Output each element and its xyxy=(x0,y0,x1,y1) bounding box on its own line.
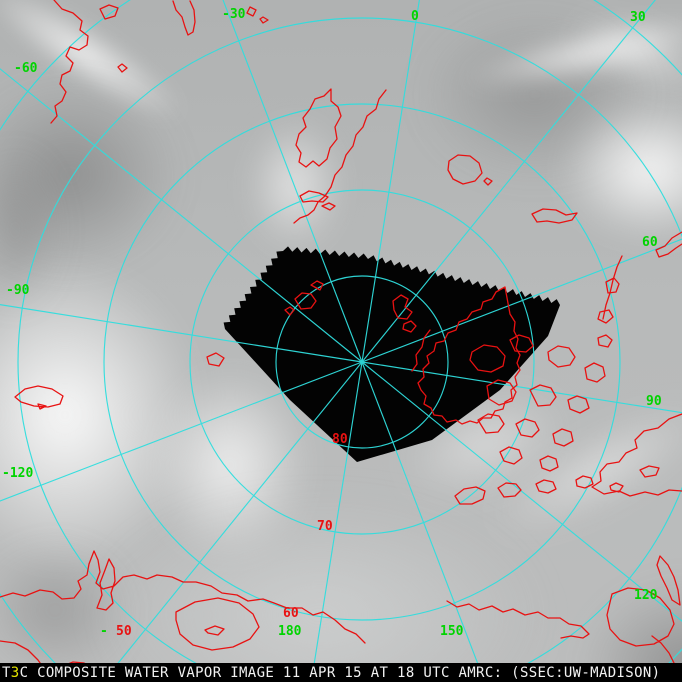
frame-number-marker: 3 xyxy=(10,664,20,681)
caption-prefix: T xyxy=(2,664,11,681)
coastline-alaska-chukotka xyxy=(0,352,366,663)
cloud-shadow xyxy=(0,545,130,663)
cloud-shadow xyxy=(0,80,180,270)
meridian-line xyxy=(361,0,420,363)
cloud-blob xyxy=(250,120,340,250)
meridian-line xyxy=(0,304,363,363)
latitude-circle xyxy=(275,275,449,449)
coastline-siberia xyxy=(454,208,682,505)
coastline-archipelago xyxy=(469,334,606,472)
latitude-circle xyxy=(17,17,682,663)
polar-map xyxy=(0,0,682,663)
coastline-top-left xyxy=(50,0,269,124)
coastlines xyxy=(0,0,682,663)
meridian-line xyxy=(0,68,363,363)
meridian-line xyxy=(222,0,363,363)
coastline-greenland xyxy=(284,280,521,425)
meridian-line xyxy=(117,361,363,663)
meridian-line xyxy=(361,361,682,622)
missing-data-region xyxy=(223,246,560,462)
graticule-lines xyxy=(0,0,682,663)
meridian-line xyxy=(361,361,479,663)
coastline-kamchatka xyxy=(446,555,681,663)
caption-text: C COMPOSITE WATER VAPOR IMAGE 11 APR 15 … xyxy=(19,664,661,681)
meridian-line xyxy=(361,0,656,363)
latitude-circle xyxy=(189,189,535,535)
meridian-line xyxy=(361,361,682,414)
latitude-circle xyxy=(103,103,621,621)
polar-map-viewport[interactable]: -30 0 30 -60 -90 -120 60 90 120 150 180-80 70 60 50 xyxy=(0,0,682,663)
meridian-line xyxy=(313,361,363,663)
meridian-line xyxy=(0,361,363,502)
meridian-line xyxy=(361,238,682,363)
coastline-scandinavia xyxy=(293,88,493,224)
